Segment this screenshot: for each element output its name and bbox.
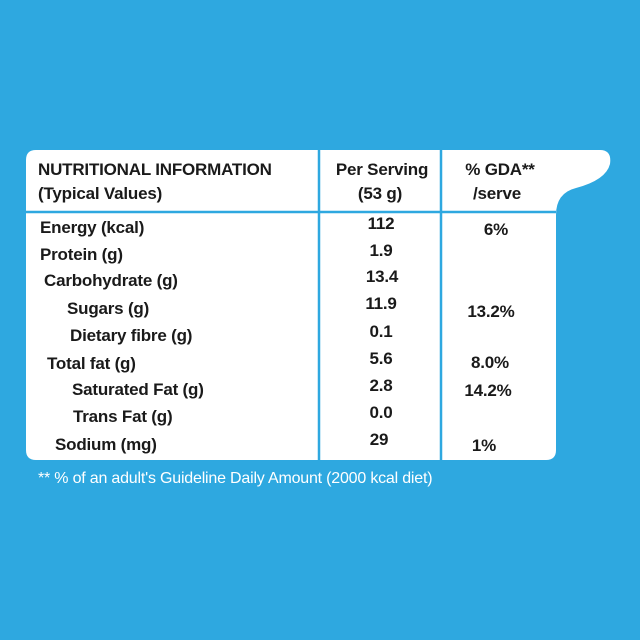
nutrient-label: Sodium (mg)	[55, 435, 157, 454]
gda-header: % GDA**	[465, 160, 535, 179]
nutrient-gda: 1%	[471, 436, 497, 455]
table-subtitle: (Typical Values)	[38, 184, 163, 203]
nutrient-value: 29	[369, 430, 389, 449]
nutrient-value: 0.1	[369, 322, 393, 341]
per-serving-size: (53 g)	[357, 184, 403, 203]
nutrient-label: Sugars (g)	[67, 299, 150, 318]
nutrient-value: 0.0	[369, 403, 393, 422]
gda-footnote: ** % of an adult's Guideline Daily Amoun…	[38, 470, 433, 487]
table-title: NUTRITIONAL INFORMATION	[38, 160, 272, 179]
nutrient-value: 1.9	[369, 241, 393, 260]
nutrient-label: Saturated Fat (g)	[72, 380, 204, 399]
nutrient-label: Trans Fat (g)	[73, 407, 173, 426]
nutrient-gda: 8.0%	[471, 353, 509, 372]
nutrient-gda: 6%	[483, 220, 509, 239]
nutrient-label: Total fat (g)	[47, 354, 136, 373]
nutrient-value: 11.9	[365, 294, 397, 313]
gda-subheader: /serve	[473, 184, 521, 203]
nutrient-label: Carbohydrate (g)	[44, 271, 178, 290]
nutrient-value: 112	[367, 214, 395, 233]
nutrient-value: 13.4	[365, 267, 399, 286]
nutrient-gda: 13.2%	[467, 302, 515, 321]
nutrient-value: 5.6	[369, 349, 393, 368]
nutrient-label: Protein (g)	[40, 245, 123, 264]
per-serving-header: Per Serving	[335, 160, 429, 179]
nutrient-value: 2.8	[369, 376, 393, 395]
nutrient-label: Energy (kcal)	[40, 218, 145, 237]
nutrient-label: Dietary fibre (g)	[70, 326, 193, 345]
nutrient-gda: 14.2%	[464, 381, 512, 400]
